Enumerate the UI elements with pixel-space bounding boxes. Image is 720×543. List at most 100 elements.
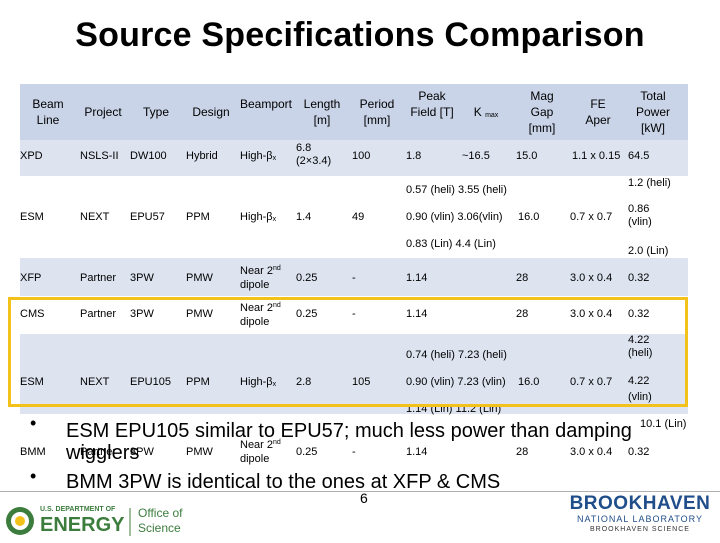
cell-fe-aper: 3.0 x 0.4 [570, 272, 613, 284]
beamport-text: High-β [240, 376, 273, 388]
row-band-esm-epu105 [20, 334, 688, 414]
cell-type: DW100 [130, 150, 167, 162]
cell-period: - [352, 272, 356, 284]
cell-power-vlin-value: 4.22 [628, 375, 650, 387]
header-beam-line: Beam Line [32, 97, 64, 127]
cell-beamport: Near 2nd dipole [240, 262, 281, 292]
cell-field-k-vlin: 0.90 (vlin) 3.06(vlin) [406, 211, 503, 223]
cell-mag-gap: 28 [516, 308, 529, 320]
page-number: 6 [360, 490, 368, 506]
cell-length: 0.25 [296, 272, 318, 284]
cell-total-power: 0.32 [628, 272, 650, 284]
cell-period: 100 [352, 150, 371, 162]
bullet-dot: • [30, 413, 37, 433]
bnl-logo: BROOKHAVEN NATIONAL LABORATORY BROOKHAVE… [562, 494, 718, 538]
bnl-sub: NATIONAL LABORATORY [576, 514, 704, 524]
cell-fe-aper: 0.7 x 0.7 [570, 376, 613, 388]
cell-period: - [352, 446, 356, 458]
cell-length: 1.4 [296, 211, 312, 223]
cell-field-k-vlin: 0.90 (vlin) 7.23 (vlin) [406, 376, 506, 388]
beamport-text: Near 2 [240, 302, 274, 314]
cell-kmax: ~16.5 [462, 150, 490, 162]
cell-mag-gap: 15.0 [516, 150, 538, 162]
cell-design: PPM [186, 211, 210, 223]
bnl-name: BROOKHAVEN [569, 493, 711, 514]
cell-beam-line: CMS [20, 308, 45, 320]
cell-peak-field: 1.14 [406, 446, 428, 458]
cell-length: 2.8 [296, 376, 312, 388]
cell-beamport: High-βx [240, 376, 276, 391]
cell-type: EPU57 [130, 211, 165, 223]
cell-length: 0.25 [296, 308, 318, 320]
cell-type: EPU105 [130, 376, 171, 388]
cell-power-heli-label: (heli) [628, 347, 653, 359]
cell-period: 105 [352, 376, 371, 388]
header-mag-gap: Mag Gap [mm] [528, 89, 556, 135]
table-header [20, 84, 688, 140]
row-band-xpd [20, 140, 688, 176]
header-kmax: K max [466, 104, 506, 124]
cell-power-heli: 1.2 (heli) [628, 177, 671, 189]
cell-type: 3PW [130, 446, 154, 458]
cell-project: Partner [80, 272, 117, 284]
header-kmax-k: K [473, 105, 482, 119]
cell-fe-aper: 1.1 x 0.15 [572, 150, 621, 162]
cell-beam-line: BMM [20, 446, 46, 458]
doe-line2: ENERGY [40, 514, 125, 536]
doe-line1: U.S. DEPARTMENT OF [40, 506, 116, 513]
cell-beamport: Near 2nd dipole [240, 436, 281, 466]
cell-field-k-heli: 0.74 (heli) 7.23 (heli) [406, 349, 507, 361]
cell-beam-line: XPD [20, 150, 43, 162]
cell-mag-gap: 16.0 [518, 211, 540, 223]
doe-logo: U.S. DEPARTMENT OF ENERGY Office of Scie… [4, 504, 204, 538]
cell-total-power: 0.32 [628, 308, 650, 320]
cell-project: Partner [80, 446, 117, 458]
cell-project: NSLS-II [80, 150, 119, 162]
bnl-tag: BROOKHAVEN SCIENCE [590, 526, 690, 533]
header-kmax-sub: max [485, 112, 499, 119]
beamport-dipole: dipole [240, 316, 270, 328]
cell-total-power: 64.5 [628, 150, 650, 162]
cell-peak-field: 1.14 [406, 272, 428, 284]
cell-length: 6.8 (2×3.4) [296, 142, 332, 167]
cell-design: PPM [186, 376, 210, 388]
header-beamport: Beamport [239, 97, 293, 111]
cell-beam-line: XFP [20, 272, 42, 284]
footer-divider [0, 491, 720, 492]
beamport-text: High-β [240, 150, 273, 162]
header-design: Design [192, 105, 230, 119]
bullet-2: BMM 3PW is identical to the ones at XFP … [66, 471, 501, 493]
header-length: Length [m] [303, 97, 341, 127]
cell-power-vlin-value: 0.86 [628, 203, 650, 215]
beamport-text: High-β [240, 211, 273, 223]
cell-fe-aper: 3.0 x 0.4 [570, 446, 613, 458]
cell-beamport: Near 2nd dipole [240, 299, 281, 329]
beamport-dipole: dipole [240, 453, 270, 465]
cell-power-vlin-label: (vlin) [628, 391, 652, 403]
cell-beam-line: ESM [20, 211, 44, 223]
bullet-1: ESM EPU105 similar to EPU57; much less p… [66, 420, 632, 464]
cell-design: PMW [186, 272, 213, 284]
header-type: Type [142, 105, 169, 119]
cell-power-heli-value: 4.22 [628, 334, 650, 346]
cell-fe-aper: 3.0 x 0.4 [570, 308, 613, 320]
highlight-box [8, 297, 688, 407]
cell-project: Partner [80, 308, 117, 320]
beamport-dipole: dipole [240, 279, 270, 291]
cell-type: 3PW [130, 272, 154, 284]
cell-period: 49 [352, 211, 365, 223]
cell-beam-line: ESM [20, 376, 44, 388]
cell-design: PMW [186, 308, 213, 320]
cell-total-power: 0.32 [628, 446, 650, 458]
cell-fe-aper: 0.7 x 0.7 [570, 211, 613, 223]
beamport-text: Near 2 [240, 265, 274, 277]
beamport-sup: nd [273, 265, 281, 272]
cell-period: - [352, 308, 356, 320]
cell-power-lin: 2.0 (Lin) [628, 245, 669, 257]
slide-title: Source Specifications Comparison [75, 16, 645, 54]
cell-power-vlin-label: (vlin) [628, 216, 652, 228]
header-period: Period [mm] [359, 97, 395, 127]
cell-length: 0.25 [296, 446, 318, 458]
cell-type: 3PW [130, 308, 154, 320]
cell-peak-field: 1.8 [406, 150, 422, 162]
